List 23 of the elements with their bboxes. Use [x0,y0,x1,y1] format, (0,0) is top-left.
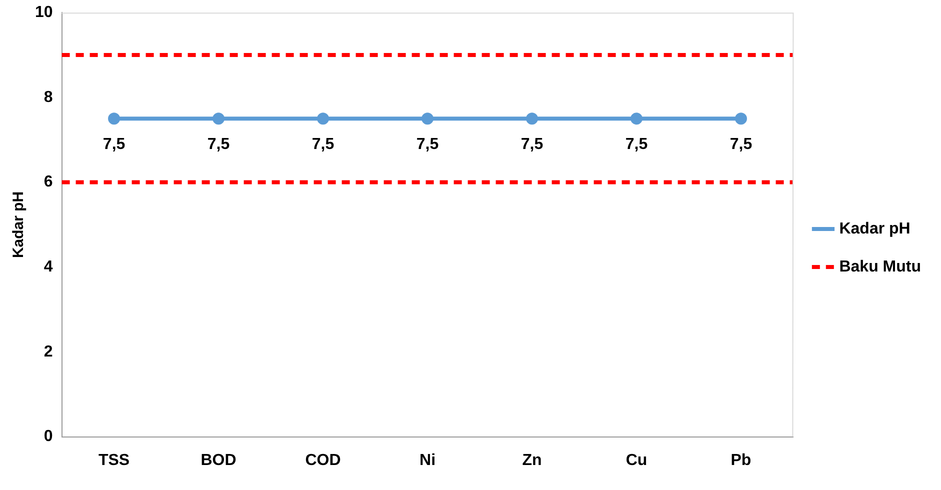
legend-label: Baku Mutu [839,258,922,276]
x-tick-label: TSS [98,452,130,469]
x-tick-label: Ni [420,452,436,469]
y-tick-label: 8 [44,88,53,106]
y-axis-title: Kadar pH [10,191,28,258]
x-tick-label: BOD [200,452,236,469]
data-label: 7,5 [207,136,230,154]
data-label: 7,5 [520,136,544,154]
y-tick-label: 0 [44,428,53,446]
x-tick-label: Zn [522,452,542,469]
legend-label: Kadar pH [839,220,910,238]
x-tick-label: COD [305,452,341,469]
x-tick-label: Pb [730,452,752,469]
y-tick-label: 2 [44,343,53,360]
y-tick-label: 6 [44,174,53,191]
data-label: 7,5 [730,136,752,154]
data-label: 7,5 [416,136,439,154]
x-tick-label: Cu [626,452,648,469]
y-tick-label: 10 [35,4,53,22]
data-label: 7,5 [312,136,334,154]
data-label: 7,5 [102,136,126,154]
data-label: 7,5 [625,136,648,154]
y-tick-label: 4 [44,258,53,276]
